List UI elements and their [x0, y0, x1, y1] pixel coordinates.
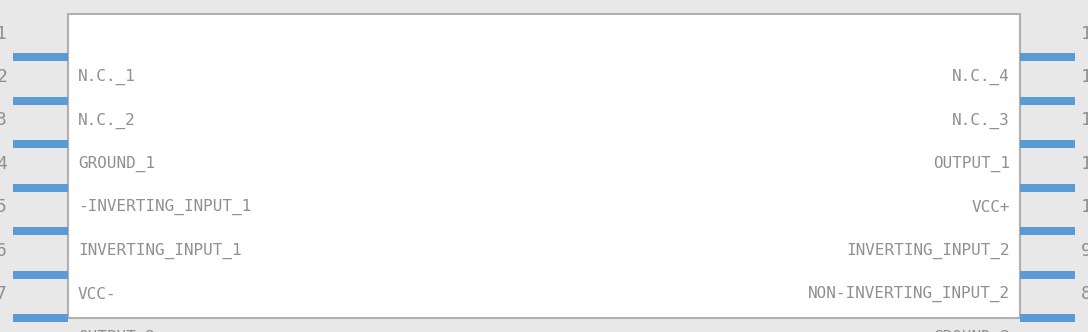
Bar	[13, 97, 67, 105]
Text: N.C._1: N.C._1	[78, 69, 136, 85]
Text: 13: 13	[1081, 68, 1088, 86]
Bar	[1021, 140, 1075, 148]
Text: 8: 8	[1081, 285, 1088, 303]
Bar	[1021, 314, 1075, 322]
Text: 5: 5	[0, 198, 7, 216]
Bar	[67, 14, 1021, 318]
Bar	[1021, 184, 1075, 192]
Bar	[1021, 53, 1075, 61]
Text: VCC-: VCC-	[78, 287, 116, 301]
Text: INVERTING_INPUT_2: INVERTING_INPUT_2	[846, 243, 1010, 259]
Text: OUTPUT_1: OUTPUT_1	[934, 156, 1010, 172]
Bar	[13, 271, 67, 279]
Text: -INVERTING_INPUT_1: -INVERTING_INPUT_1	[78, 199, 251, 215]
Text: OUTPUT_2: OUTPUT_2	[78, 329, 154, 332]
Text: GROUND_2: GROUND_2	[934, 329, 1010, 332]
Text: 4: 4	[0, 155, 7, 173]
Text: 9: 9	[1081, 242, 1088, 260]
Text: 11: 11	[1081, 155, 1088, 173]
Text: 6: 6	[0, 242, 7, 260]
Text: 12: 12	[1081, 112, 1088, 129]
Text: N.C._2: N.C._2	[78, 112, 136, 128]
Bar	[13, 314, 67, 322]
Text: 10: 10	[1081, 198, 1088, 216]
Text: 14: 14	[1081, 25, 1088, 42]
Text: 3: 3	[0, 112, 7, 129]
Bar	[1021, 97, 1075, 105]
Bar	[13, 184, 67, 192]
Text: VCC+: VCC+	[972, 200, 1010, 215]
Text: N.C._3: N.C._3	[952, 112, 1010, 128]
Bar	[13, 140, 67, 148]
Text: INVERTING_INPUT_1: INVERTING_INPUT_1	[78, 243, 242, 259]
Bar	[1021, 271, 1075, 279]
Text: GROUND_1: GROUND_1	[78, 156, 154, 172]
Text: 1: 1	[0, 25, 7, 42]
Bar	[1021, 227, 1075, 235]
Text: 2: 2	[0, 68, 7, 86]
Text: 7: 7	[0, 285, 7, 303]
Bar	[13, 227, 67, 235]
Bar	[13, 53, 67, 61]
Text: NON-INVERTING_INPUT_2: NON-INVERTING_INPUT_2	[808, 286, 1010, 302]
Text: N.C._4: N.C._4	[952, 69, 1010, 85]
